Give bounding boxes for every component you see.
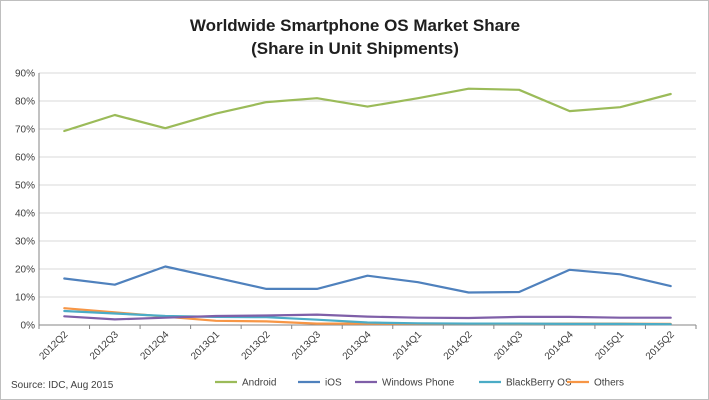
x-tick-label: 2013Q1 bbox=[189, 329, 222, 362]
x-tick-label: 2014Q2 bbox=[442, 329, 475, 362]
x-tick-label: 2014Q1 bbox=[391, 329, 424, 362]
x-tick-label: 2015Q2 bbox=[644, 329, 677, 362]
legend-item-windows-phone: Windows Phone bbox=[355, 378, 455, 389]
x-tick-label: 2014Q4 bbox=[543, 329, 576, 362]
y-tick-label: 70% bbox=[15, 125, 35, 136]
y-axis: 0% 10% 20% 30% 40% 50% 60% 70% 80% 90% bbox=[15, 69, 40, 332]
legend-label: Windows Phone bbox=[382, 378, 455, 389]
series-line-ios bbox=[63, 265, 672, 294]
source-note: Source: IDC, Aug 2015 bbox=[11, 380, 114, 391]
x-tick-label: 2013Q3 bbox=[290, 329, 323, 362]
x-axis: 2012Q2 2012Q3 2012Q4 2013Q1 2013Q2 2013Q3 2013… bbox=[37, 324, 697, 362]
x-tick-label: 2013Q4 bbox=[341, 329, 374, 362]
gridlines bbox=[39, 72, 696, 298]
chart-title-line-1: Worldwide Smartphone OS Market Share bbox=[190, 16, 520, 35]
legend: Android iOS Windows Phone BlackBerry OS Othe… bbox=[215, 378, 624, 389]
legend-item-blackberry-os: BlackBerry OS bbox=[479, 378, 572, 389]
legend-label: iOS bbox=[325, 378, 342, 389]
x-tick-label: 2014Q3 bbox=[492, 329, 525, 362]
y-tick-label: 80% bbox=[15, 97, 35, 108]
y-tick-label: 60% bbox=[15, 153, 35, 164]
series-lines bbox=[63, 87, 672, 326]
x-tick-label: 2015Q1 bbox=[593, 329, 626, 362]
legend-item-android: Android bbox=[215, 378, 276, 389]
x-tick-label: 2012Q4 bbox=[139, 329, 172, 362]
legend-label: Android bbox=[242, 378, 276, 389]
y-tick-label: 10% bbox=[15, 293, 35, 304]
y-tick-label: 40% bbox=[15, 209, 35, 220]
y-tick-label: 90% bbox=[15, 69, 35, 80]
x-tick-label: 2013Q2 bbox=[240, 329, 273, 362]
y-tick-label: 30% bbox=[15, 237, 35, 248]
legend-item-others: Others bbox=[567, 378, 624, 389]
legend-item-ios: iOS bbox=[298, 378, 342, 389]
x-tick-label: 2012Q2 bbox=[37, 329, 70, 362]
x-tick-label: 2012Q3 bbox=[88, 329, 121, 362]
y-tick-label: 0% bbox=[21, 321, 36, 332]
legend-label: Others bbox=[594, 378, 624, 389]
legend-label: BlackBerry OS bbox=[506, 378, 572, 389]
chart-title-line-2: (Share in Unit Shipments) bbox=[251, 39, 459, 58]
series-line-windows-phone bbox=[63, 313, 672, 321]
y-tick-label: 20% bbox=[15, 265, 35, 276]
y-tick-label: 50% bbox=[15, 181, 35, 192]
series-line-android bbox=[63, 87, 672, 133]
series-line-blackberry-os bbox=[63, 309, 672, 326]
